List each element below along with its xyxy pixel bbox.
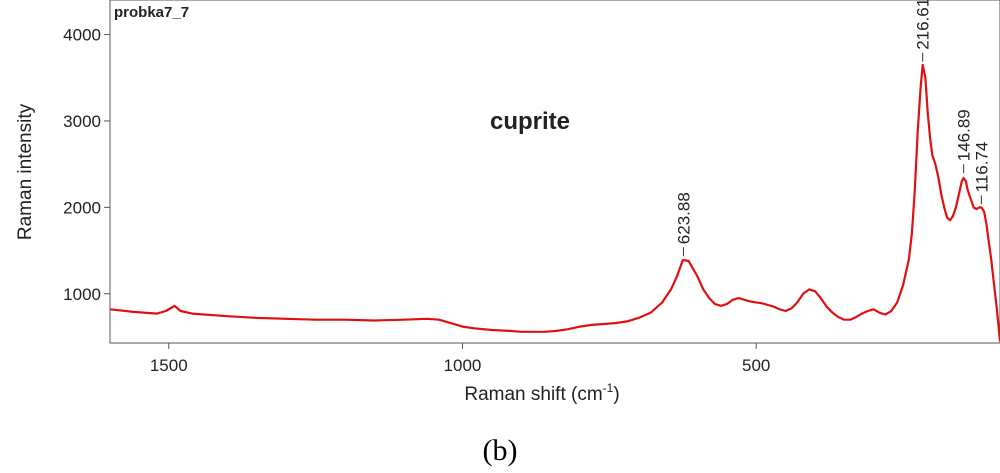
- y-tick-label: 3000: [63, 112, 101, 131]
- x-tick-label: 1000: [444, 356, 482, 375]
- peak-label: 216.61: [914, 0, 933, 50]
- y-tick-label: 2000: [63, 198, 101, 217]
- plot-frame: [109, 0, 1000, 344]
- peak-label: 146.89: [955, 109, 974, 161]
- y-tick-label: 1000: [63, 285, 101, 304]
- y-axis: 1000 2000 3000 4000: [63, 26, 110, 304]
- y-axis-title: Raman intensity: [15, 103, 36, 240]
- x-tick-label: 500: [742, 356, 770, 375]
- x-tick-label: 1500: [150, 356, 188, 375]
- peak-label: 116.74: [972, 142, 991, 193]
- x-axis-title: Raman shift (cm-1): [464, 381, 619, 405]
- chart-annotation: cuprite: [490, 108, 570, 135]
- figure-caption: (b): [483, 434, 518, 467]
- sample-label: probka7_7: [114, 4, 189, 21]
- x-axis-title-close: ): [613, 384, 619, 405]
- x-axis-title-main: Raman shift (cm: [464, 384, 602, 405]
- x-axis: 1500 1000 500: [150, 343, 770, 375]
- y-tick-label: 4000: [63, 26, 101, 45]
- spectrum-line: [109, 63, 1000, 342]
- x-axis-title-superscript: -1: [603, 381, 614, 395]
- peak-label: 623.88: [674, 192, 693, 244]
